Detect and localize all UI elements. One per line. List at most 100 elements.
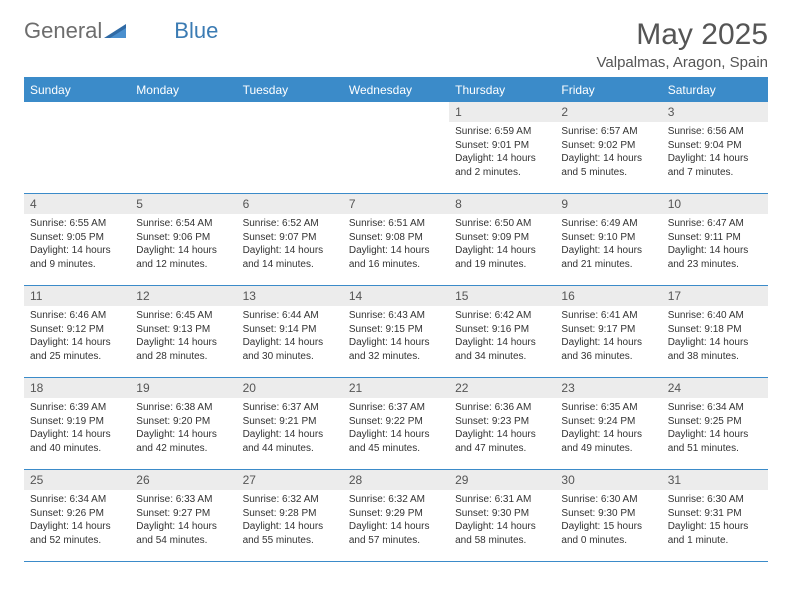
day-details: Sunrise: 6:30 AMSunset: 9:30 PMDaylight:… <box>555 490 661 549</box>
weekday-header: Thursday <box>449 78 555 102</box>
day-details: Sunrise: 6:46 AMSunset: 9:12 PMDaylight:… <box>24 306 130 365</box>
day-number: 8 <box>449 194 555 214</box>
day-number: 11 <box>24 286 130 306</box>
calendar-day-cell: 26Sunrise: 6:33 AMSunset: 9:27 PMDayligh… <box>130 470 236 562</box>
day-details: Sunrise: 6:52 AMSunset: 9:07 PMDaylight:… <box>237 214 343 273</box>
calendar-week-row: 25Sunrise: 6:34 AMSunset: 9:26 PMDayligh… <box>24 470 768 562</box>
day-number: 24 <box>662 378 768 398</box>
calendar-week-row: 1Sunrise: 6:59 AMSunset: 9:01 PMDaylight… <box>24 102 768 194</box>
weekday-header: Monday <box>130 78 236 102</box>
day-details: Sunrise: 6:39 AMSunset: 9:19 PMDaylight:… <box>24 398 130 457</box>
day-number: 16 <box>555 286 661 306</box>
day-details: Sunrise: 6:30 AMSunset: 9:31 PMDaylight:… <box>662 490 768 549</box>
calendar-week-row: 11Sunrise: 6:46 AMSunset: 9:12 PMDayligh… <box>24 286 768 378</box>
day-number: 12 <box>130 286 236 306</box>
day-number: 5 <box>130 194 236 214</box>
calendar-day-cell: 22Sunrise: 6:36 AMSunset: 9:23 PMDayligh… <box>449 378 555 470</box>
calendar-day-cell: 8Sunrise: 6:50 AMSunset: 9:09 PMDaylight… <box>449 194 555 286</box>
calendar-day-cell: 3Sunrise: 6:56 AMSunset: 9:04 PMDaylight… <box>662 102 768 194</box>
day-details: Sunrise: 6:37 AMSunset: 9:21 PMDaylight:… <box>237 398 343 457</box>
calendar-day-cell: 19Sunrise: 6:38 AMSunset: 9:20 PMDayligh… <box>130 378 236 470</box>
calendar-empty-cell <box>237 102 343 194</box>
calendar-day-cell: 9Sunrise: 6:49 AMSunset: 9:10 PMDaylight… <box>555 194 661 286</box>
day-details: Sunrise: 6:43 AMSunset: 9:15 PMDaylight:… <box>343 306 449 365</box>
day-details: Sunrise: 6:47 AMSunset: 9:11 PMDaylight:… <box>662 214 768 273</box>
calendar-header-row: SundayMondayTuesdayWednesdayThursdayFrid… <box>24 78 768 102</box>
calendar-day-cell: 6Sunrise: 6:52 AMSunset: 9:07 PMDaylight… <box>237 194 343 286</box>
day-details: Sunrise: 6:42 AMSunset: 9:16 PMDaylight:… <box>449 306 555 365</box>
calendar-day-cell: 15Sunrise: 6:42 AMSunset: 9:16 PMDayligh… <box>449 286 555 378</box>
day-number: 1 <box>449 102 555 122</box>
day-number: 13 <box>237 286 343 306</box>
day-details: Sunrise: 6:38 AMSunset: 9:20 PMDaylight:… <box>130 398 236 457</box>
calendar-day-cell: 1Sunrise: 6:59 AMSunset: 9:01 PMDaylight… <box>449 102 555 194</box>
calendar-empty-cell <box>24 102 130 194</box>
day-details: Sunrise: 6:36 AMSunset: 9:23 PMDaylight:… <box>449 398 555 457</box>
day-details: Sunrise: 6:40 AMSunset: 9:18 PMDaylight:… <box>662 306 768 365</box>
day-details: Sunrise: 6:50 AMSunset: 9:09 PMDaylight:… <box>449 214 555 273</box>
calendar-day-cell: 10Sunrise: 6:47 AMSunset: 9:11 PMDayligh… <box>662 194 768 286</box>
calendar-day-cell: 13Sunrise: 6:44 AMSunset: 9:14 PMDayligh… <box>237 286 343 378</box>
day-details: Sunrise: 6:56 AMSunset: 9:04 PMDaylight:… <box>662 122 768 181</box>
day-number: 3 <box>662 102 768 122</box>
weekday-header: Sunday <box>24 78 130 102</box>
day-number: 27 <box>237 470 343 490</box>
day-details: Sunrise: 6:59 AMSunset: 9:01 PMDaylight:… <box>449 122 555 181</box>
day-number: 7 <box>343 194 449 214</box>
day-details: Sunrise: 6:33 AMSunset: 9:27 PMDaylight:… <box>130 490 236 549</box>
day-number: 10 <box>662 194 768 214</box>
calendar-empty-cell <box>343 102 449 194</box>
day-details: Sunrise: 6:45 AMSunset: 9:13 PMDaylight:… <box>130 306 236 365</box>
calendar-day-cell: 30Sunrise: 6:30 AMSunset: 9:30 PMDayligh… <box>555 470 661 562</box>
calendar-day-cell: 7Sunrise: 6:51 AMSunset: 9:08 PMDaylight… <box>343 194 449 286</box>
day-number: 21 <box>343 378 449 398</box>
day-details: Sunrise: 6:54 AMSunset: 9:06 PMDaylight:… <box>130 214 236 273</box>
day-number: 17 <box>662 286 768 306</box>
day-details: Sunrise: 6:49 AMSunset: 9:10 PMDaylight:… <box>555 214 661 273</box>
logo-word-1: General <box>24 18 102 44</box>
day-details: Sunrise: 6:37 AMSunset: 9:22 PMDaylight:… <box>343 398 449 457</box>
calendar-day-cell: 11Sunrise: 6:46 AMSunset: 9:12 PMDayligh… <box>24 286 130 378</box>
day-details: Sunrise: 6:51 AMSunset: 9:08 PMDaylight:… <box>343 214 449 273</box>
day-number: 23 <box>555 378 661 398</box>
day-details: Sunrise: 6:44 AMSunset: 9:14 PMDaylight:… <box>237 306 343 365</box>
calendar-day-cell: 27Sunrise: 6:32 AMSunset: 9:28 PMDayligh… <box>237 470 343 562</box>
day-details: Sunrise: 6:57 AMSunset: 9:02 PMDaylight:… <box>555 122 661 181</box>
logo: General Blue <box>24 18 218 44</box>
month-title: May 2025 <box>597 18 769 52</box>
day-details: Sunrise: 6:35 AMSunset: 9:24 PMDaylight:… <box>555 398 661 457</box>
day-details: Sunrise: 6:31 AMSunset: 9:30 PMDaylight:… <box>449 490 555 549</box>
day-number: 4 <box>24 194 130 214</box>
day-number: 18 <box>24 378 130 398</box>
weekday-header: Tuesday <box>237 78 343 102</box>
logo-triangle-icon <box>104 18 126 44</box>
weekday-header: Wednesday <box>343 78 449 102</box>
day-details: Sunrise: 6:34 AMSunset: 9:25 PMDaylight:… <box>662 398 768 457</box>
calendar-day-cell: 2Sunrise: 6:57 AMSunset: 9:02 PMDaylight… <box>555 102 661 194</box>
title-block: May 2025 Valpalmas, Aragon, Spain <box>597 18 769 71</box>
calendar-week-row: 4Sunrise: 6:55 AMSunset: 9:05 PMDaylight… <box>24 194 768 286</box>
calendar-day-cell: 21Sunrise: 6:37 AMSunset: 9:22 PMDayligh… <box>343 378 449 470</box>
calendar-day-cell: 12Sunrise: 6:45 AMSunset: 9:13 PMDayligh… <box>130 286 236 378</box>
calendar-day-cell: 16Sunrise: 6:41 AMSunset: 9:17 PMDayligh… <box>555 286 661 378</box>
day-number: 29 <box>449 470 555 490</box>
day-number: 14 <box>343 286 449 306</box>
calendar-week-row: 18Sunrise: 6:39 AMSunset: 9:19 PMDayligh… <box>24 378 768 470</box>
day-details: Sunrise: 6:32 AMSunset: 9:28 PMDaylight:… <box>237 490 343 549</box>
weekday-header: Saturday <box>662 78 768 102</box>
day-number: 25 <box>24 470 130 490</box>
day-number: 26 <box>130 470 236 490</box>
page-header: General Blue May 2025 Valpalmas, Aragon,… <box>24 18 768 71</box>
calendar-table: SundayMondayTuesdayWednesdayThursdayFrid… <box>24 77 768 562</box>
day-details: Sunrise: 6:41 AMSunset: 9:17 PMDaylight:… <box>555 306 661 365</box>
calendar-day-cell: 29Sunrise: 6:31 AMSunset: 9:30 PMDayligh… <box>449 470 555 562</box>
calendar-day-cell: 20Sunrise: 6:37 AMSunset: 9:21 PMDayligh… <box>237 378 343 470</box>
day-number: 2 <box>555 102 661 122</box>
calendar-day-cell: 5Sunrise: 6:54 AMSunset: 9:06 PMDaylight… <box>130 194 236 286</box>
calendar-day-cell: 24Sunrise: 6:34 AMSunset: 9:25 PMDayligh… <box>662 378 768 470</box>
calendar-day-cell: 31Sunrise: 6:30 AMSunset: 9:31 PMDayligh… <box>662 470 768 562</box>
location-text: Valpalmas, Aragon, Spain <box>597 54 769 71</box>
day-number: 31 <box>662 470 768 490</box>
calendar-page: General Blue May 2025 Valpalmas, Aragon,… <box>0 0 792 580</box>
calendar-day-cell: 14Sunrise: 6:43 AMSunset: 9:15 PMDayligh… <box>343 286 449 378</box>
